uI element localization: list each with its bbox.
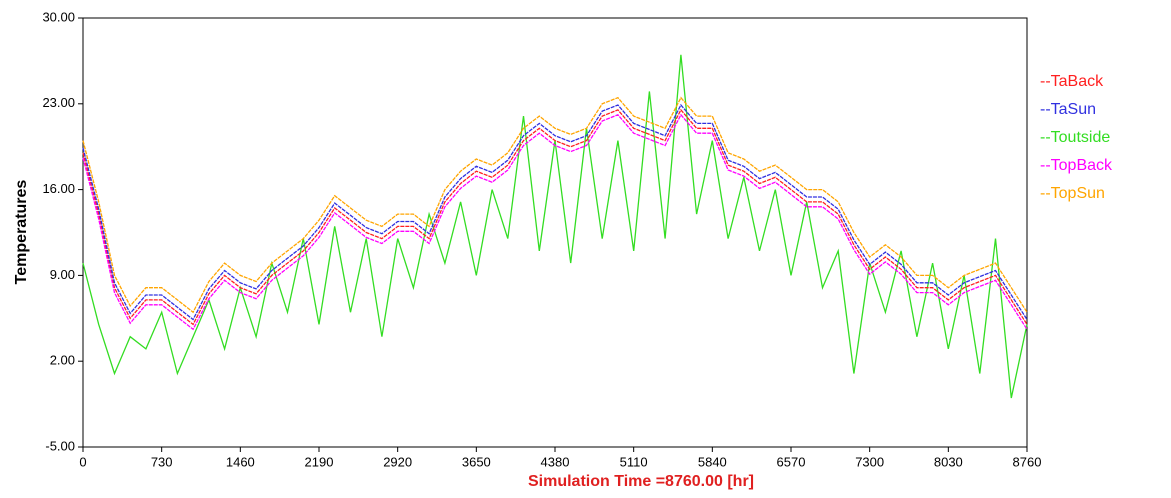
legend-entry: --TaBack — [1040, 73, 1104, 90]
x-tick-label: 2190 — [305, 454, 334, 469]
plot-frame — [82, 17, 1028, 448]
x-tick-label: 8760 — [1013, 454, 1042, 469]
y-tick-label: 30.00 — [42, 9, 75, 24]
y-tick-label: 2.00 — [50, 353, 75, 368]
x-tick-label: 1460 — [226, 454, 255, 469]
x-tick-label: 6570 — [777, 454, 806, 469]
y-tick-label: 23.00 — [42, 95, 75, 110]
series-line — [82, 113, 1028, 331]
x-tick-label: 7300 — [855, 454, 884, 469]
series-line — [82, 108, 1028, 326]
legend-entry: --Toutside — [1040, 129, 1110, 146]
legend-entry: --TopSun — [1040, 185, 1105, 202]
x-tick-label: 730 — [151, 454, 173, 469]
x-tick-label: 8030 — [934, 454, 963, 469]
series-line — [82, 96, 1028, 314]
x-axis-label: Simulation Time =8760.00 [hr] — [528, 473, 754, 490]
x-tick-label: 0 — [79, 454, 86, 469]
y-axis-label: Temperatures — [13, 180, 30, 285]
y-tick-label: -5.00 — [45, 438, 75, 453]
y-tick-label: 16.00 — [42, 181, 75, 196]
x-tick-label: 4380 — [541, 454, 570, 469]
legend-entry: --TopBack — [1040, 157, 1113, 174]
x-tick-label: 3650 — [462, 454, 491, 469]
x-tick-label: 2920 — [383, 454, 412, 469]
series-line — [82, 103, 1028, 321]
x-tick-label: 5840 — [698, 454, 727, 469]
x-tick-label: 5110 — [620, 454, 648, 469]
y-tick-label: 9.00 — [50, 267, 75, 282]
legend-entry: --TaSun — [1040, 101, 1096, 118]
